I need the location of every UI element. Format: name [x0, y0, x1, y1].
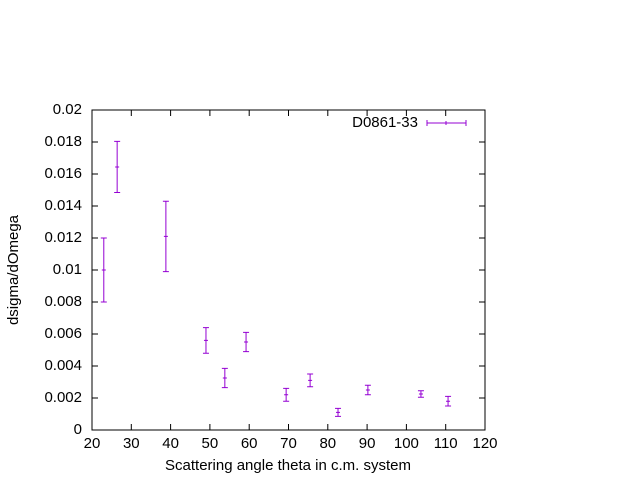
x-tick-label: 50 [202, 435, 219, 452]
y-tick-label: 0.018 [44, 133, 82, 150]
error-bar [114, 140, 121, 194]
y-tick-label: 0 [74, 421, 82, 438]
error-bar [283, 387, 290, 402]
x-tick-label: 110 [434, 435, 458, 452]
error-bar [417, 390, 424, 398]
x-tick-label: 120 [472, 435, 497, 452]
y-tick-label: 0.014 [44, 197, 82, 214]
legend-label: D0861-33 [352, 114, 418, 131]
x-tick-label: 80 [319, 435, 336, 452]
x-tick-label: 100 [394, 435, 419, 452]
x-tick-label: 40 [162, 435, 179, 452]
x-tick-label: 30 [123, 435, 140, 452]
error-bar [335, 407, 342, 417]
error-bar [221, 367, 228, 389]
error-bar [445, 395, 452, 407]
x-tick-label: 90 [359, 435, 376, 452]
y-tick-label: 0.012 [44, 229, 82, 246]
y-tick-label: 0.02 [53, 101, 82, 118]
x-tick-label: 20 [84, 435, 101, 452]
error-bar [364, 384, 371, 396]
legend-sample [426, 120, 467, 126]
error-bar [243, 331, 250, 353]
error-bar [162, 200, 169, 273]
y-tick-label: 0.006 [44, 325, 82, 342]
y-tick-label: 0.008 [44, 293, 82, 310]
x-tick-label: 60 [241, 435, 258, 452]
x-axis-label: Scattering angle theta in c.m. system [165, 457, 411, 474]
y-tick-label: 0.004 [44, 357, 82, 374]
plot-frame [91, 109, 486, 431]
error-bar [307, 373, 314, 388]
y-tick-label: 0.002 [44, 389, 82, 406]
x-tick-label: 70 [280, 435, 297, 452]
y-tick-label: 0.016 [44, 165, 82, 182]
error-bar [100, 237, 107, 303]
y-tick-label: 0.01 [53, 261, 82, 278]
error-bar [202, 327, 209, 354]
y-axis-label: dsigma/dOmega [5, 214, 22, 325]
